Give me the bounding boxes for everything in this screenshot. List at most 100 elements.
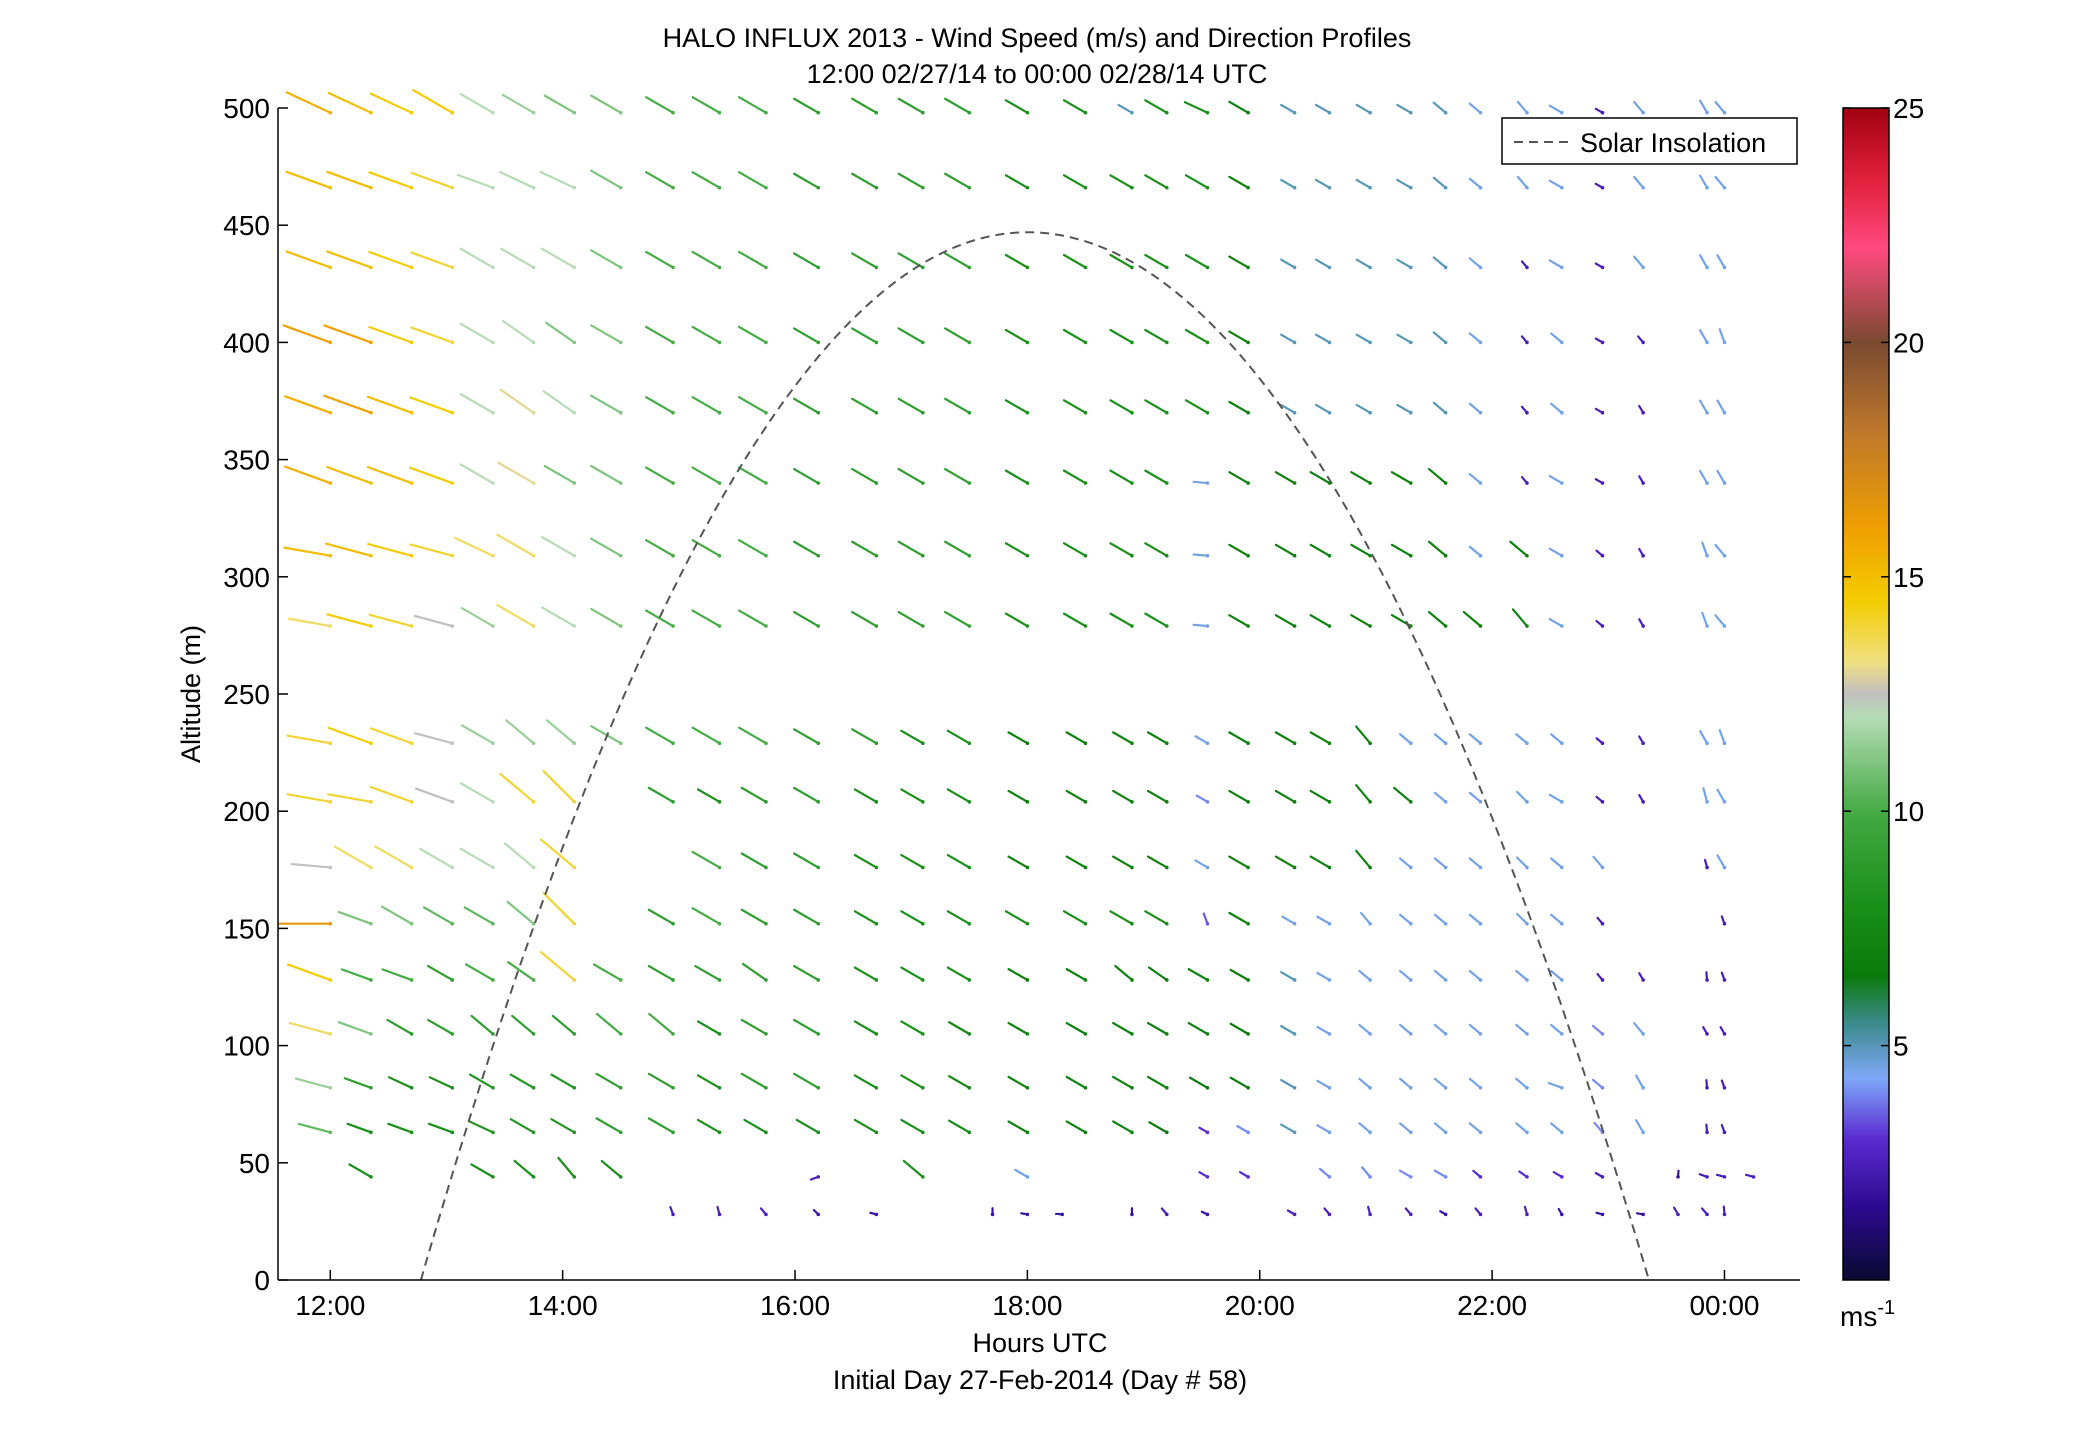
wind-vector-head	[1165, 481, 1169, 485]
wind-vector	[897, 172, 925, 190]
wind-vector-shaft	[1280, 971, 1296, 982]
wind-vector	[1468, 332, 1483, 345]
wind-vector-shaft	[1468, 913, 1482, 925]
wind-vector-head	[1443, 1212, 1448, 1217]
wind-vector-head	[1165, 340, 1169, 345]
wind-vector-head	[1025, 624, 1030, 628]
wind-vector-shaft	[1593, 1121, 1604, 1134]
wind-vector-head	[1165, 265, 1169, 270]
wind-vector-head	[1368, 978, 1372, 982]
wind-vector-head	[409, 865, 414, 870]
wind-vector-shaft	[500, 247, 535, 269]
wind-vector	[327, 726, 373, 746]
wind-vector	[948, 1021, 972, 1036]
wind-vector-head	[1705, 1085, 1709, 1090]
wind-vector-shaft	[285, 170, 332, 189]
wind-vector	[410, 171, 455, 190]
wind-vector-head	[816, 110, 821, 115]
wind-vector-shaft	[1007, 855, 1029, 869]
wind-vector	[1673, 1206, 1680, 1217]
wind-vector-head	[409, 553, 414, 558]
wind-vector-shaft	[539, 170, 576, 189]
wind-vector	[1390, 471, 1413, 485]
colorbar-unit-exponent: -1	[1877, 1297, 1895, 1319]
wind-vector	[414, 787, 455, 804]
wind-vector	[408, 396, 455, 415]
wind-vector-head	[1205, 185, 1210, 190]
wind-vector-head	[369, 1175, 373, 1179]
wind-vector	[1701, 541, 1709, 558]
wind-vector-head	[1130, 340, 1134, 345]
wind-vector-head	[921, 410, 925, 415]
wind-vector-head	[717, 185, 722, 190]
wind-vector	[1065, 1075, 1088, 1090]
wind-vector	[1355, 725, 1372, 746]
wind-vector	[1698, 254, 1709, 270]
wind-vector-head	[671, 340, 675, 345]
wind-vector-head	[764, 1212, 768, 1217]
wind-vector-head	[1600, 265, 1605, 270]
wind-vector-head	[1368, 185, 1372, 190]
wind-vector-head	[369, 481, 373, 485]
axes: 12:00 14:00 16:00 18:00 20:00 22:00 00:0005010…	[223, 93, 1800, 1321]
wind-vector	[1314, 333, 1332, 345]
wind-vector	[696, 788, 722, 804]
wind-vector-head	[1165, 185, 1169, 190]
wind-vector-head	[450, 921, 455, 926]
wind-vector-head	[1327, 624, 1332, 628]
wind-vector	[1594, 182, 1605, 190]
wind-vector	[1595, 1211, 1605, 1217]
wind-vector-shaft	[1112, 731, 1134, 745]
wind-vector	[1130, 1207, 1134, 1217]
wind-vector-shaft	[326, 613, 373, 628]
wind-vector-head	[1165, 624, 1169, 628]
wind-vector	[590, 464, 623, 485]
wind-vector-shaft	[1004, 328, 1029, 344]
wind-vector	[1595, 619, 1605, 628]
wind-vector-head	[1676, 1212, 1680, 1217]
wind-vector-head	[1025, 921, 1030, 926]
wind-vector-shaft	[297, 1122, 332, 1134]
wind-vector-shaft	[1433, 791, 1447, 803]
wind-vector-head	[967, 921, 972, 926]
wind-vector-shaft	[1192, 553, 1209, 557]
wind-vector-shaft	[1591, 1078, 1604, 1089]
wind-vector	[851, 97, 879, 115]
wind-vector-shaft	[590, 394, 622, 414]
wind-vector	[413, 614, 455, 628]
wind-vector-shaft	[1698, 730, 1709, 745]
wind-vector-head	[1560, 741, 1564, 746]
wind-vector	[946, 853, 972, 870]
wind-vector-shaft	[1698, 174, 1709, 189]
wind-vector-head	[921, 110, 925, 115]
wind-vector-shaft	[1714, 175, 1726, 189]
wind-vector	[900, 788, 925, 804]
wind-vector-shaft	[691, 96, 721, 114]
wind-vector-head	[1478, 553, 1483, 558]
wind-vector	[282, 324, 333, 345]
wind-vector-shaft	[324, 542, 373, 557]
wind-vector-shaft	[897, 540, 924, 557]
wind-vector-head	[1705, 865, 1709, 870]
wind-vector-head	[1408, 1130, 1413, 1135]
wind-vector	[1427, 467, 1448, 485]
wind-vector-head	[1525, 110, 1529, 115]
wind-vector-shaft	[1433, 1077, 1447, 1089]
wind-vector-shaft	[1202, 912, 1209, 925]
wind-vector	[459, 393, 495, 415]
wind-vector-shaft	[645, 250, 675, 269]
wind-vector-head	[1600, 553, 1605, 558]
wind-vector-head	[531, 1032, 536, 1036]
wind-vector-head	[1478, 1212, 1483, 1217]
wind-vector	[501, 93, 536, 115]
wind-vector-head	[816, 1212, 821, 1217]
wind-vector	[499, 772, 536, 804]
wind-vector	[1398, 1023, 1413, 1036]
wind-vector-head	[531, 741, 536, 746]
wind-vector-shaft	[1192, 623, 1209, 628]
wind-vector-head	[1130, 553, 1134, 558]
wind-vector	[897, 97, 925, 115]
wind-vector-head	[1722, 1085, 1727, 1090]
wind-vector-head	[409, 265, 414, 270]
wind-vector-shaft	[1144, 253, 1168, 269]
